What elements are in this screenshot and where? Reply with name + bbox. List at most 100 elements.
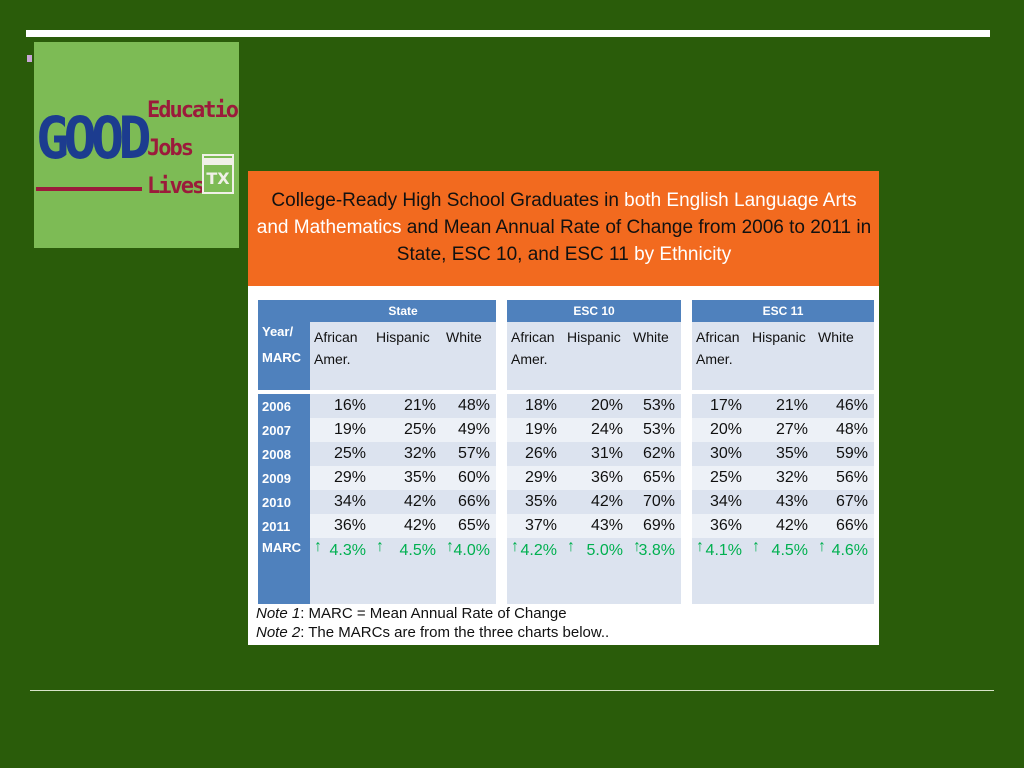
title-highlight-2: by Ethnicity (634, 244, 732, 265)
data-figure: College-Ready High School Graduates in b… (248, 171, 879, 645)
table-cell: 17% (692, 394, 749, 418)
table-cell: 21% (748, 394, 815, 418)
marc-value: 4.6% (831, 542, 869, 559)
column-subheader: White (814, 322, 875, 390)
table-cell: 29% (507, 466, 563, 490)
table-cell: 34% (692, 490, 749, 514)
table-cell: 49% (442, 418, 496, 442)
table-cell: 25% (310, 442, 372, 466)
table-cell: 53% (629, 394, 682, 418)
top-divider (26, 30, 990, 37)
table-cell: 24% (563, 418, 629, 442)
marc-value: 4.2% (520, 542, 557, 559)
title-part-1: College-Ready High School Graduates in (271, 190, 625, 211)
table-cell: 65% (442, 514, 496, 538)
table-cell: 25% (372, 418, 442, 442)
up-arrow-icon: ↑ (696, 538, 705, 555)
table-cell: 27% (748, 418, 815, 442)
figure-title: College-Ready High School Graduates in b… (254, 187, 874, 268)
marc-value: 4.1% (705, 542, 743, 559)
column-gap (496, 442, 507, 466)
corner-label-year: Year/ (262, 324, 294, 339)
table-row: 2006 16% 21% 48% 18% 20% 53% 17% 21% 46% (258, 394, 875, 418)
table-cell: 42% (372, 490, 442, 514)
column-gap (496, 466, 507, 490)
marc-cell: ↑ 3.8% (629, 538, 682, 604)
table-cell: 31% (563, 442, 629, 466)
table-cell: 18% (507, 394, 563, 418)
table-row: 2011 36% 42% 65% 37% 43% 69% 36% 42% 66% (258, 514, 875, 538)
table-cell: 48% (814, 418, 875, 442)
marc-row: MARC ↑ 4.3% ↑ 4.5% ↑ 4.0% ↑ 4.2% ↑ 5.0% ↑ 3.8% ↑ 4.1% ↑… (258, 538, 875, 604)
column-gap (681, 394, 693, 418)
title-part-3: and Mean Annual Rate of Change from 2006… (396, 217, 872, 265)
column-gap (681, 442, 693, 466)
column-gap (496, 418, 507, 442)
table-row: 2008 25% 32% 57% 26% 31% 62% 30% 35% 59% (258, 442, 875, 466)
table-cell: 67% (814, 490, 875, 514)
note-1-label: Note 1 (256, 605, 301, 622)
table-cell: 59% (814, 442, 875, 466)
table-cell: 69% (629, 514, 682, 538)
logo-tx-text: TX (206, 169, 230, 188)
marc-value: 4.5% (771, 542, 809, 559)
table-cell: 19% (310, 418, 372, 442)
logo-words: Education Jobs Lives (147, 92, 239, 206)
table-cell: 60% (442, 466, 496, 490)
table-cell: 19% (507, 418, 563, 442)
up-arrow-icon: ↑ (376, 538, 384, 555)
up-arrow-icon: ↑ (446, 538, 454, 555)
row-year: 2010 (258, 490, 310, 514)
table-cell: 16% (310, 394, 372, 418)
group-header-state: State (310, 300, 496, 322)
up-arrow-icon: ↑ (511, 538, 519, 555)
subheader-row: African Amer. Hispanic White African Amer. H… (258, 322, 875, 390)
up-arrow-icon: ↑ (314, 538, 322, 555)
column-gap (681, 466, 693, 490)
table-cell: 20% (563, 394, 629, 418)
corner-label-marc: MARC (262, 350, 301, 365)
logo-word-jobs: Jobs (147, 136, 194, 161)
good-logo: GOOD Education Jobs Lives TX (34, 42, 239, 248)
table-cell: 66% (814, 514, 875, 538)
marc-value: 3.8% (638, 542, 676, 559)
marc-value: 4.0% (453, 542, 490, 559)
table-row: 2007 19% 25% 49% 19% 24% 53% 20% 27% 48% (258, 418, 875, 442)
table-cell: 26% (507, 442, 563, 466)
table-cell: 46% (814, 394, 875, 418)
table-cell: 32% (372, 442, 442, 466)
column-gap (681, 490, 693, 514)
column-gap (681, 418, 693, 442)
note-2-text: : The MARCs are from the three charts be… (300, 624, 610, 641)
column-gap (496, 538, 507, 604)
table-cell: 42% (748, 514, 815, 538)
table-body: 2006 16% 21% 48% 18% 20% 53% 17% 21% 46% 2007 19% 25… (258, 390, 875, 604)
table-cell: 42% (563, 490, 629, 514)
table-cell: 56% (814, 466, 875, 490)
table-cell: 35% (507, 490, 563, 514)
note-2-label: Note 2 (256, 624, 301, 641)
note-1: Note 1: MARC = Mean Annual Rate of Chang… (256, 604, 866, 623)
column-gap (681, 300, 693, 322)
group-header-esc10: ESC 10 (507, 300, 682, 322)
logo-main-word: GOOD (36, 104, 152, 172)
table-cell: 34% (310, 490, 372, 514)
logo-footer-strip (36, 187, 142, 191)
table-row: 2010 34% 42% 66% 35% 42% 70% 34% 43% 67% (258, 490, 875, 514)
column-gap (496, 322, 507, 390)
table-cell: 20% (692, 418, 749, 442)
table-cell: 57% (442, 442, 496, 466)
table-cell: 53% (629, 418, 682, 442)
table-cell: 42% (372, 514, 442, 538)
column-gap (681, 514, 693, 538)
table-cell: 35% (748, 442, 815, 466)
figure-header: College-Ready High School Graduates in b… (248, 171, 879, 286)
up-arrow-icon: ↑ (567, 538, 575, 555)
marc-cell: ↑ 4.2% (507, 538, 563, 604)
logo-word-lives: Lives (147, 174, 205, 199)
college-ready-table: Year/ MARC State ESC 10 ESC 11 African A… (258, 300, 875, 604)
group-header-esc11: ESC 11 (692, 300, 875, 322)
logo-tx-badge: TX (202, 154, 234, 194)
note-1-text: : MARC = Mean Annual Rate of Change (300, 605, 567, 622)
table-cell: 36% (563, 466, 629, 490)
